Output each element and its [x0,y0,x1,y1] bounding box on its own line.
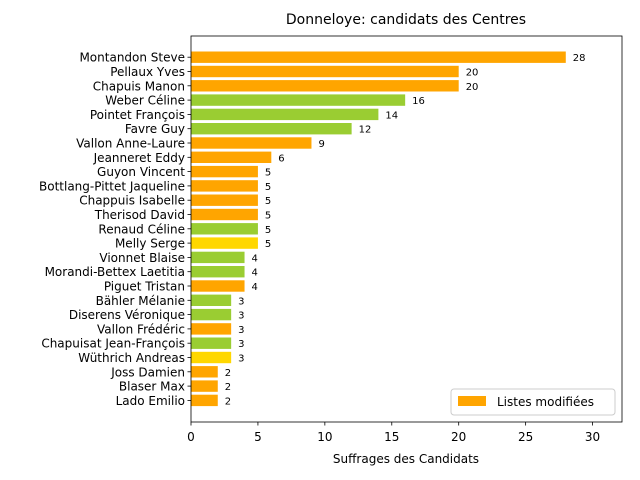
data-label: 5 [265,239,271,250]
y-tick-label: Wüthrich Andreas [78,351,185,365]
bar [191,123,352,135]
bar [191,294,232,306]
y-tick-label: Melly Serge [115,237,185,251]
y-tick-label: Diserens Véronique [69,308,185,322]
y-tick-label: Vallon Anne-Laure [76,137,185,151]
y-tick-label: Lado Emilio [116,394,185,408]
data-label: 16 [412,96,425,107]
y-tick-label: Joss Damien [110,365,185,379]
bar [191,180,258,192]
data-label: 4 [252,253,258,264]
y-tick-label: Renaud Céline [98,222,185,236]
data-label: 2 [225,382,231,393]
data-label: 3 [238,325,244,336]
bar [191,280,245,292]
legend-frame [450,388,616,416]
data-label: 12 [359,125,372,136]
data-label: 5 [265,225,271,236]
bar [191,208,258,221]
bar [191,51,566,63]
y-tick-label: Pointet François [90,108,185,122]
data-label: 4 [252,282,258,293]
data-label: 4 [252,268,258,279]
data-label: 3 [238,339,244,350]
bar [191,366,218,378]
y-tick-label: Favre Guy [125,122,185,136]
bar [191,251,245,264]
y-tick-label: Pellaux Yves [110,65,185,79]
bar [191,323,232,335]
y-tick-label: Morandi-Bettex Laetitia [45,265,185,279]
legend: Listes modifiées [450,388,616,416]
y-tick-label: Vionnet Blaise [99,251,185,265]
bars-group [191,51,566,407]
x-tick-label: 5 [254,430,262,444]
x-ticks: 0 5 10 15 20 25 30 [187,422,600,444]
data-label: 2 [225,368,231,379]
x-tick-label: 20 [451,430,466,444]
bar [191,94,406,106]
bar [191,80,459,92]
x-tick-label: 30 [585,430,600,444]
y-tick-label: Chappuis Isabelle [79,194,185,208]
bar [191,308,232,321]
data-label: 14 [385,110,398,121]
data-label: 6 [278,153,284,164]
bar [191,65,459,78]
y-tick-label: Bähler Mélanie [96,294,185,308]
x-axis-label: Suffrages des Candidats [333,452,479,466]
data-label: 28 [573,53,586,64]
data-label: 3 [238,311,244,322]
data-label: 5 [265,168,271,179]
y-tick-label: Chapuis Manon [93,79,185,93]
bar [191,165,258,178]
y-tick-label: Guyon Vincent [97,165,185,179]
data-label: 9 [318,139,324,150]
data-label: 3 [238,354,244,365]
bar [191,266,245,278]
x-tick-label: 10 [317,430,332,444]
data-label: 2 [225,396,231,407]
y-tick-label: Chapuisat Jean-François [41,337,185,351]
y-tick-label: Jeanneret Eddy [93,151,185,165]
data-label: 5 [265,182,271,193]
y-tick-label: Piguet Tristan [104,280,185,294]
data-label: 5 [265,196,271,207]
bar [191,380,218,392]
bar [191,108,379,121]
x-tick-label: 25 [518,430,533,444]
y-tick-label: Blaser Max [119,380,185,394]
bar [191,151,272,163]
y-tick-label: Vallon Frédéric [97,322,185,336]
bar [191,394,218,407]
bar [191,237,258,249]
plot-frame [190,35,623,423]
x-tick-label: 0 [187,430,195,444]
chart-title: Donneloye: candidats des Centres [286,12,526,28]
bar [191,351,232,364]
legend-swatch [458,396,486,406]
bar [191,337,232,349]
data-label: 3 [238,296,244,307]
data-label: 5 [265,211,271,222]
y-tick-label: Therisod David [94,208,185,222]
bar [191,194,258,206]
x-tick-label: 15 [384,430,399,444]
y-tick-label: Montandon Steve [79,51,185,65]
bar [191,223,258,235]
data-label: 20 [466,82,479,93]
data-label: 20 [466,68,479,79]
y-tick-label: Bottlang-Pittet Jaqueline [39,179,185,193]
legend-label: Listes modifiées [497,395,594,409]
y-tick-label: Weber Céline [105,94,185,108]
bar [191,137,312,149]
